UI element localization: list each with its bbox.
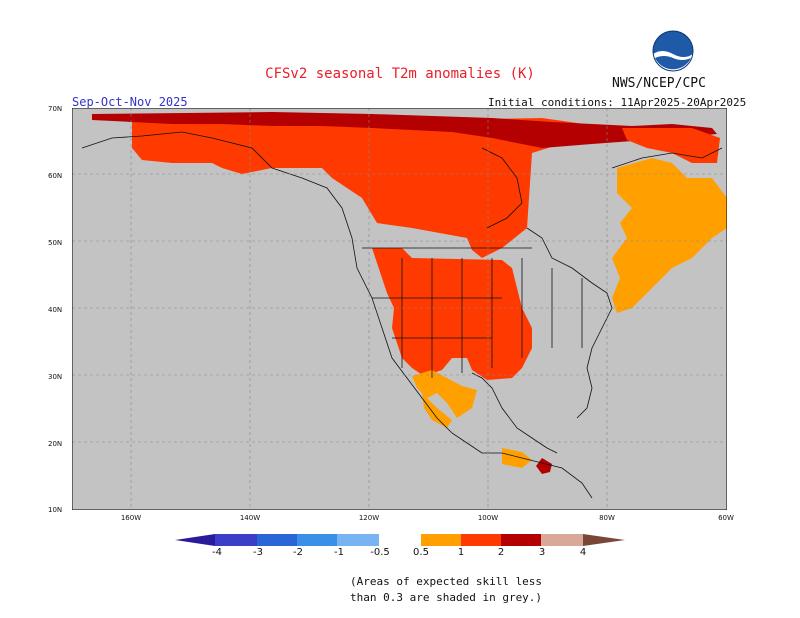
- colorbar-tick: -1: [334, 547, 344, 558]
- noaa-logo: [652, 30, 694, 72]
- lat-label-30n: 30N: [48, 373, 63, 381]
- lat-label-50n: 50N: [48, 239, 63, 247]
- colorbar-tick: -0.5: [370, 547, 390, 558]
- lat-label-40n: 40N: [48, 306, 63, 314]
- colorbar-tick: 3: [538, 547, 546, 558]
- colorbar: [175, 534, 625, 546]
- colorbar-segment: [257, 534, 297, 546]
- colorbar-tick: -2: [293, 547, 303, 558]
- colorbar-arrow-left: [175, 534, 215, 546]
- lon-label-60w: 60W: [718, 514, 734, 522]
- anomaly-region-baffin: [622, 128, 720, 163]
- anomaly-region-baja: [422, 393, 452, 428]
- legend-note-line1: (Areas of expected skill less: [350, 575, 543, 588]
- lon-label-80w: 80W: [599, 514, 615, 522]
- lon-label-120w: 120W: [358, 514, 380, 522]
- colorbar-segment: [379, 534, 421, 546]
- colorbar-arrow-right: [583, 534, 625, 546]
- graticule: [72, 108, 727, 510]
- colorbar-tick: -3: [253, 547, 263, 558]
- colorbar-tick: 2: [497, 547, 505, 558]
- lat-label-10n: 10N: [48, 506, 63, 514]
- anomaly-region-east-canada: [472, 148, 527, 228]
- map-title: CFSv2 seasonal T2m anomalies (K): [265, 66, 535, 82]
- anomaly-region-quebec: [612, 158, 727, 313]
- colorbar-tick: -4: [212, 547, 222, 558]
- anomaly-region-mexico: [412, 370, 477, 418]
- legend-note-line2: than 0.3 are shaded in grey.): [350, 591, 543, 604]
- lon-label-100w: 100W: [477, 514, 499, 522]
- colorbar-tick: 4: [579, 547, 587, 558]
- lat-label-20n: 20N: [48, 440, 63, 448]
- anomaly-region-arctic: [92, 112, 717, 148]
- colorbar-segment: [461, 534, 501, 546]
- lat-label-60n: 60N: [48, 172, 63, 180]
- anomaly-region-yucatan: [536, 458, 552, 474]
- anomaly-region-gulf: [502, 448, 532, 468]
- agency-label: NWS/NCEP/CPC: [612, 76, 706, 91]
- anomaly-map: [72, 108, 727, 510]
- colorbar-segment: [215, 534, 257, 546]
- colorbar-segment: [541, 534, 583, 546]
- lon-label-160w: 160W: [120, 514, 142, 522]
- season-label: Sep-Oct-Nov 2025: [72, 95, 188, 109]
- initial-conditions: Initial conditions: 11Apr2025-20Apr2025: [488, 96, 747, 109]
- colorbar-segment: [421, 534, 461, 546]
- colorbar-segment: [337, 534, 379, 546]
- lat-label-70n: 70N: [48, 105, 63, 113]
- colorbar-tick: 1: [457, 547, 465, 558]
- lon-label-140w: 140W: [239, 514, 261, 522]
- colorbar-segment: [297, 534, 337, 546]
- colorbar-segment: [501, 534, 541, 546]
- colorbar-tick: 0.5: [413, 547, 429, 558]
